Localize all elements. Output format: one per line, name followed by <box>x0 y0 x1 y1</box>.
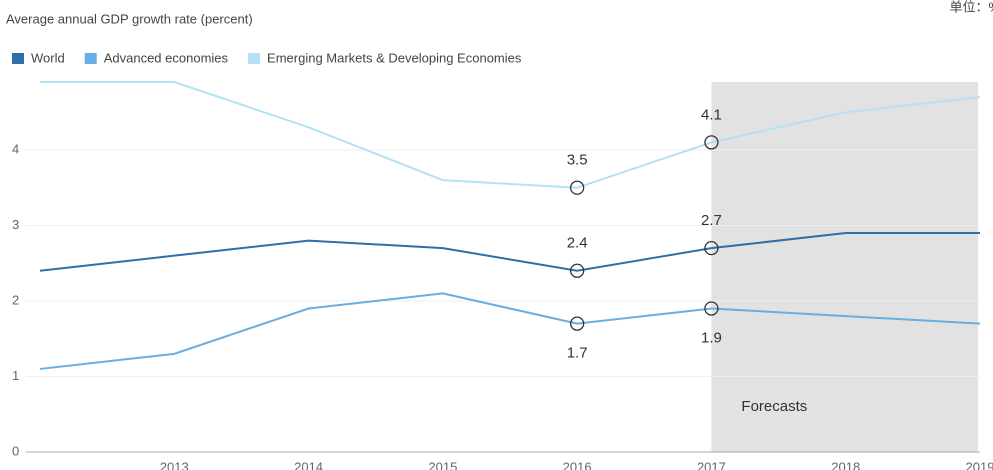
forecast-band <box>711 82 978 452</box>
data-label: 2.7 <box>701 212 722 229</box>
legend-label: Advanced economies <box>104 50 229 65</box>
legend-swatch <box>12 53 24 64</box>
point-marker <box>569 180 585 195</box>
point-marker <box>569 316 585 331</box>
y-tick-label: 0 <box>12 443 19 458</box>
data-label: 1.9 <box>701 329 722 346</box>
legend-swatch <box>84 53 97 64</box>
legend-label: Emerging Markets & Developing Economies <box>267 50 522 65</box>
legend-swatch <box>248 53 261 64</box>
x-tick-label: 2017 <box>697 459 726 470</box>
series-line <box>39 292 981 370</box>
unit-note: 单位：% <box>949 0 993 14</box>
y-tick-label: 4 <box>12 141 19 156</box>
y-tick-label: 3 <box>12 217 19 232</box>
y-tick-label: 2 <box>12 292 19 307</box>
forecast-label: Forecasts <box>741 398 807 415</box>
x-tick-label: 2019 <box>966 459 993 470</box>
point-marker <box>704 301 719 316</box>
x-tick-label: 2014 <box>294 459 323 470</box>
x-tick-label: 2015 <box>428 459 457 470</box>
point-marker <box>704 240 719 256</box>
data-label: 3.5 <box>567 152 588 169</box>
x-tick-label: 2013 <box>160 459 189 470</box>
legend-label: World <box>31 50 65 65</box>
x-tick-label: 2016 <box>563 459 592 470</box>
x-tick-label: 2018 <box>831 459 860 470</box>
data-label: 1.7 <box>567 345 588 362</box>
data-label: 4.1 <box>701 106 722 123</box>
point-marker <box>569 263 585 278</box>
data-label: 2.4 <box>567 235 588 252</box>
y-tick-label: 1 <box>12 368 19 383</box>
series-line <box>39 232 980 272</box>
point-marker <box>704 135 719 150</box>
series-line <box>40 81 981 189</box>
chart-title: Average annual GDP growth rate (percent) <box>6 11 253 26</box>
